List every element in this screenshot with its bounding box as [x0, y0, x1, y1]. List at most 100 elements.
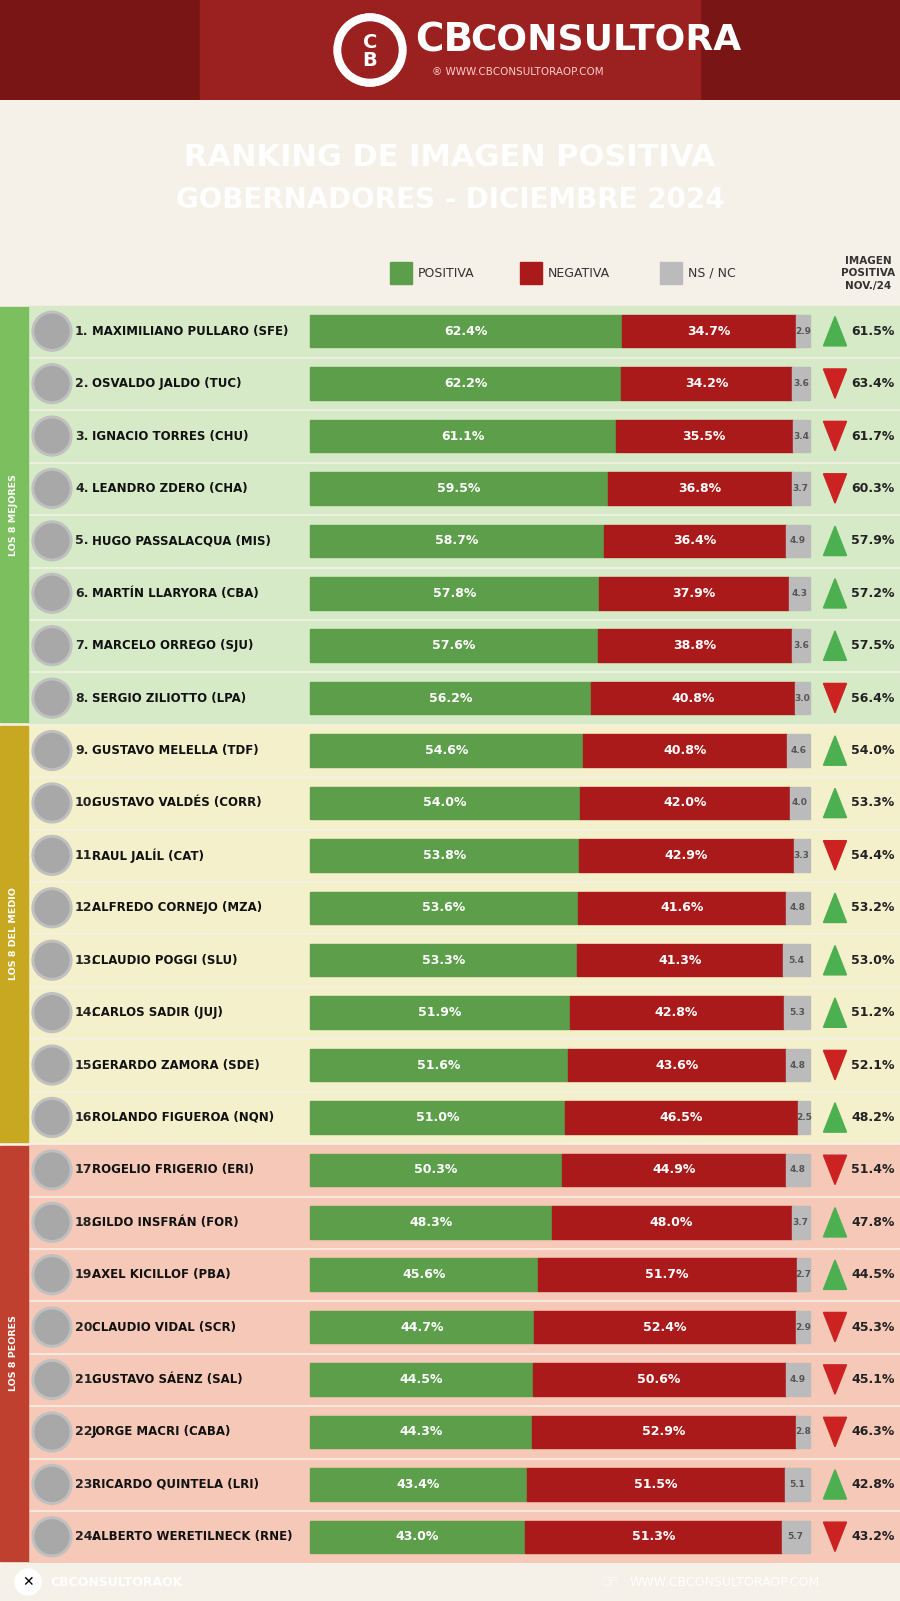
Bar — [785, 1468, 810, 1500]
Text: ® WWW.CBCONSULTORAOP.COM: ® WWW.CBCONSULTORAOP.COM — [432, 67, 604, 77]
Bar — [534, 1311, 796, 1343]
Text: 10.: 10. — [75, 796, 97, 810]
Circle shape — [32, 1255, 72, 1295]
Bar — [310, 996, 570, 1029]
Text: 2.9: 2.9 — [795, 1322, 811, 1332]
Text: 54.6%: 54.6% — [425, 744, 468, 757]
Circle shape — [32, 1202, 72, 1242]
Text: GOBERNADORES - DICIEMBRE 2024: GOBERNADORES - DICIEMBRE 2024 — [176, 186, 725, 215]
Circle shape — [35, 576, 69, 610]
Bar — [310, 1049, 568, 1081]
Bar — [28, 725, 900, 775]
Bar — [591, 682, 795, 714]
Polygon shape — [824, 1260, 847, 1289]
Text: 63.4%: 63.4% — [851, 378, 895, 391]
Text: 48.3%: 48.3% — [410, 1215, 453, 1230]
Polygon shape — [824, 1313, 847, 1342]
Text: 43.4%: 43.4% — [397, 1478, 440, 1491]
Text: 19.: 19. — [75, 1268, 97, 1281]
Text: 2.: 2. — [75, 378, 88, 391]
Bar — [390, 263, 412, 285]
Bar — [599, 576, 788, 610]
Bar — [310, 1415, 532, 1449]
Text: IGNACIO TORRES (CHU): IGNACIO TORRES (CHU) — [92, 429, 248, 442]
Bar — [28, 674, 900, 722]
Text: 23.: 23. — [75, 1478, 97, 1491]
Bar — [310, 1364, 533, 1396]
Wedge shape — [342, 22, 398, 78]
Text: MAXIMILIANO PULLARO (SFE): MAXIMILIANO PULLARO (SFE) — [92, 325, 288, 338]
Text: 43.0%: 43.0% — [396, 1531, 439, 1543]
Circle shape — [32, 311, 72, 351]
Polygon shape — [824, 1366, 847, 1394]
Circle shape — [32, 573, 72, 613]
Bar — [28, 516, 900, 565]
Circle shape — [35, 472, 69, 506]
Text: 42.8%: 42.8% — [655, 1005, 698, 1020]
Text: 41.6%: 41.6% — [661, 901, 704, 914]
Bar — [621, 367, 792, 400]
Bar — [608, 472, 791, 504]
Bar — [28, 1407, 900, 1457]
Polygon shape — [824, 474, 847, 503]
Text: 54.0%: 54.0% — [423, 796, 467, 810]
Text: 56.2%: 56.2% — [428, 692, 472, 704]
Text: 51.4%: 51.4% — [851, 1164, 895, 1177]
Text: 44.9%: 44.9% — [652, 1164, 696, 1177]
Bar — [660, 263, 682, 285]
Text: 40.8%: 40.8% — [663, 744, 706, 757]
Bar — [28, 831, 900, 881]
Text: 4.9: 4.9 — [789, 1375, 806, 1383]
Text: 61.5%: 61.5% — [851, 325, 895, 338]
Bar — [28, 1511, 900, 1561]
Text: 20.: 20. — [75, 1321, 97, 1334]
Bar — [28, 568, 900, 618]
Bar — [310, 1258, 538, 1290]
Circle shape — [32, 469, 72, 509]
Text: 57.9%: 57.9% — [851, 535, 895, 548]
Text: ROLANDO FIGUEROA (NQN): ROLANDO FIGUEROA (NQN) — [92, 1111, 274, 1124]
Bar — [700, 0, 900, 99]
Text: ✕: ✕ — [22, 1575, 34, 1590]
Text: 5.3: 5.3 — [788, 1009, 805, 1017]
Bar — [788, 576, 810, 610]
Text: OSVALDO JALDO (TUC): OSVALDO JALDO (TUC) — [92, 378, 241, 391]
Text: 44.3%: 44.3% — [399, 1425, 443, 1438]
Circle shape — [32, 1359, 72, 1399]
Text: 53.8%: 53.8% — [423, 849, 466, 861]
Bar — [0, 1146, 28, 1561]
Bar — [797, 1101, 810, 1134]
Circle shape — [32, 363, 72, 403]
Text: 5.1: 5.1 — [789, 1479, 806, 1489]
Text: 38.8%: 38.8% — [673, 639, 716, 652]
Text: 56.4%: 56.4% — [851, 692, 895, 704]
Bar — [616, 419, 793, 453]
Text: 51.7%: 51.7% — [645, 1268, 689, 1281]
Wedge shape — [337, 50, 404, 86]
Text: 43.2%: 43.2% — [851, 1531, 895, 1543]
Text: 3.0: 3.0 — [795, 693, 810, 703]
Bar — [538, 1258, 796, 1290]
Bar — [794, 839, 810, 871]
Bar — [28, 1145, 900, 1194]
Text: 36.8%: 36.8% — [678, 482, 721, 495]
Text: 45.6%: 45.6% — [402, 1268, 446, 1281]
Bar — [200, 0, 700, 99]
Bar — [310, 735, 583, 767]
Bar — [310, 682, 591, 714]
Text: 4.6: 4.6 — [790, 746, 806, 756]
Text: C: C — [363, 32, 377, 51]
Text: 24.: 24. — [75, 1531, 97, 1543]
Text: 57.8%: 57.8% — [433, 588, 476, 600]
Circle shape — [35, 1362, 69, 1396]
Text: JORGE MACRI (CABA): JORGE MACRI (CABA) — [92, 1425, 231, 1438]
Bar — [28, 411, 900, 461]
Bar — [310, 1521, 525, 1553]
Text: 41.3%: 41.3% — [658, 954, 701, 967]
Bar — [310, 1101, 565, 1134]
Bar — [0, 727, 28, 1142]
Text: 4.3: 4.3 — [791, 589, 807, 597]
Text: 22.: 22. — [75, 1425, 97, 1438]
Text: CB: CB — [415, 21, 473, 59]
Text: 35.5%: 35.5% — [682, 429, 726, 442]
